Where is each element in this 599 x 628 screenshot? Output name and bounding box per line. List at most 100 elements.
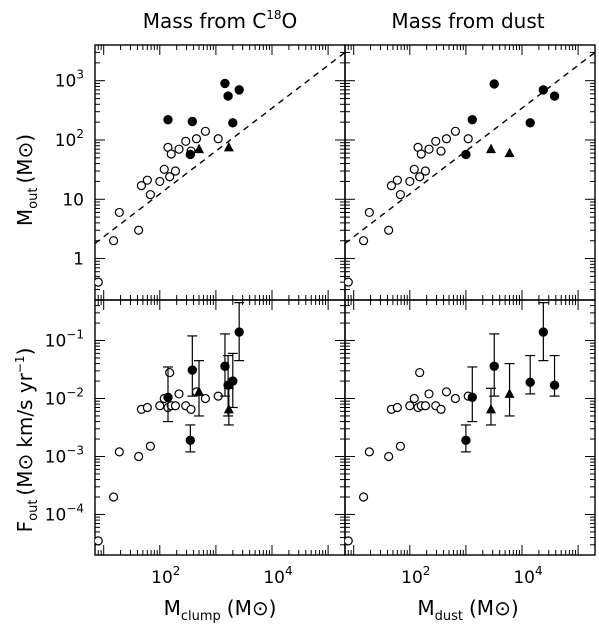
plot-area (345, 302, 560, 546)
point-triangle (194, 386, 205, 396)
plot-area (95, 302, 245, 546)
y-tick-label: 10−3 (45, 443, 84, 467)
x-tick-label: 104 (513, 564, 542, 588)
panel-frame (94, 44, 346, 301)
fit-line (95, 51, 345, 244)
point-open-circle (145, 441, 155, 451)
column-title-dust: Mass from dust (391, 9, 544, 33)
panel-bottom-right-dust-force (344, 299, 596, 556)
point-filled-circle (538, 327, 549, 337)
point-triangle (223, 403, 234, 414)
point-open-circle (392, 402, 402, 413)
point-open-circle (166, 149, 176, 159)
panel-bottom-left-c18o-force (94, 299, 346, 556)
point-open-circle (114, 447, 124, 457)
point-filled-circle (461, 149, 471, 160)
point-open-circle (441, 134, 452, 144)
y-tick-label: 102 (55, 127, 84, 151)
point-filled-circle (549, 91, 560, 101)
point-open-circle (441, 387, 452, 397)
point-open-circle (134, 451, 144, 462)
point-filled-circle (538, 85, 549, 95)
point-filled-circle (185, 149, 196, 160)
point-open-circle (200, 126, 211, 136)
point-open-circle (405, 176, 415, 187)
point-open-circle (450, 393, 461, 404)
y-tick-label: 10−2 (45, 386, 84, 410)
panel-top-left-c18o-mass (94, 44, 346, 301)
y-tick-label: 1 (73, 250, 84, 270)
y-tick-label: 10−1 (45, 328, 84, 352)
point-open-circle (392, 175, 402, 185)
y-tick-label: 10−4 (45, 501, 84, 525)
point-filled-circle (187, 116, 198, 127)
point-open-circle (142, 402, 152, 413)
column-title-c18o: Mass from C18O (143, 8, 298, 33)
point-open-circle (170, 166, 181, 176)
point-open-circle (463, 134, 473, 144)
point-open-circle (186, 404, 196, 414)
panel-frame (344, 299, 596, 556)
point-filled-circle (489, 361, 499, 371)
panel-frame (344, 44, 596, 301)
point-filled-circle (220, 361, 230, 371)
point-open-circle (159, 164, 169, 174)
point-open-circle (165, 367, 175, 378)
point-open-circle (424, 144, 434, 154)
point-open-circle (170, 401, 181, 411)
x-axis-title-mclump: Mclump (M⊙) (164, 596, 277, 624)
point-open-circle (345, 277, 353, 287)
point-filled-circle (467, 114, 477, 125)
point-filled-circle (228, 376, 238, 386)
x-axis-title-mdust: Mdust (M⊙) (417, 596, 518, 624)
point-open-circle (364, 207, 374, 218)
point-open-circle (415, 367, 425, 378)
point-open-circle (409, 393, 419, 404)
fit-line (345, 51, 595, 244)
point-filled-circle (549, 380, 560, 390)
point-filled-circle (461, 435, 471, 446)
point-open-circle (200, 393, 211, 404)
point-open-circle (174, 144, 184, 154)
point-open-circle (165, 172, 175, 182)
point-open-circle (108, 492, 119, 502)
point-open-circle (134, 225, 144, 235)
point-filled-circle (234, 85, 244, 95)
y-axis-title-fout: Fout(M⊙km/s yr−1) (13, 348, 41, 533)
plot-area (345, 51, 595, 287)
point-filled-circle (489, 79, 499, 89)
point-filled-circle (525, 118, 535, 128)
point-open-circle (345, 536, 353, 546)
point-filled-circle (163, 114, 173, 125)
point-filled-circle (185, 435, 196, 446)
point-filled-circle (467, 392, 477, 402)
point-open-circle (395, 189, 405, 200)
point-open-circle (436, 404, 446, 414)
point-open-circle (384, 451, 394, 462)
point-filled-circle (163, 392, 173, 402)
point-filled-circle (220, 78, 230, 89)
point-open-circle (136, 181, 146, 191)
point-open-circle (436, 146, 446, 156)
point-open-circle (191, 134, 202, 144)
y-tick-labels-top: 1 10 102 103 (55, 68, 84, 270)
point-open-circle (384, 225, 394, 235)
point-open-circle (405, 401, 415, 411)
y-axis-title-mout: Mout(M⊙) (13, 134, 41, 226)
point-open-circle (114, 207, 124, 218)
point-open-circle (415, 172, 425, 182)
panel-top-right-dust-mass (344, 44, 596, 301)
point-open-circle (420, 166, 431, 176)
x-tick-label: 102 (151, 564, 180, 588)
point-triangle (194, 143, 205, 154)
point-open-circle (364, 447, 374, 457)
point-filled-circle (228, 118, 238, 128)
point-triangle (504, 147, 515, 158)
point-open-circle (174, 389, 184, 399)
x-tick-label: 104 (263, 564, 292, 588)
point-open-circle (395, 441, 405, 451)
x-tick-labels: 102 104 102 104 (151, 564, 542, 588)
point-filled-circle (187, 365, 198, 375)
point-open-circle (181, 136, 191, 146)
